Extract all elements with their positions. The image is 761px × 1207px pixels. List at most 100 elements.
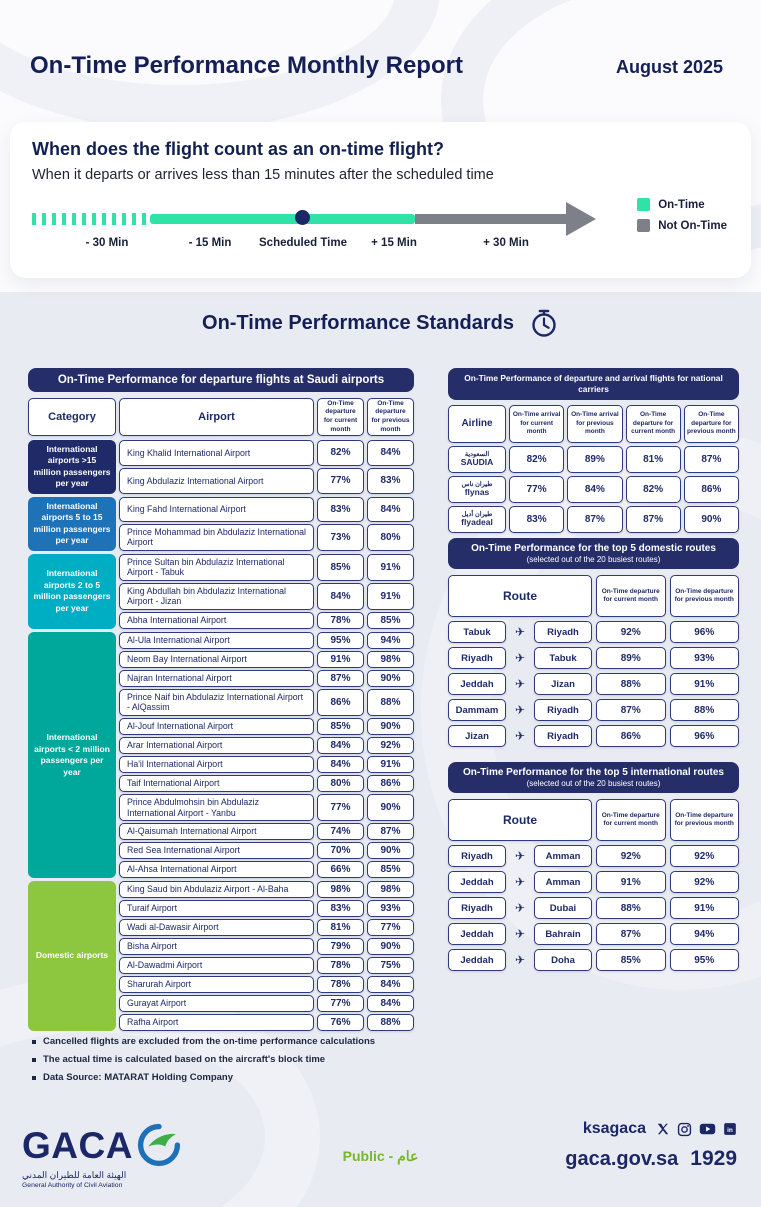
definition-answer: When it departs or arrives less than 15 … [32,167,494,183]
clock-icon [532,309,556,337]
destination-city: Bahrain [534,923,592,945]
ontime-value: 82% [625,475,681,503]
page-title: On-Time Performance Monthly Report [30,52,463,79]
legend-item: On-Time [637,198,727,211]
airport-row: Prince Naif bin Abdulaziz International … [119,688,414,717]
current-month-value: 73% [317,523,364,551]
previous-month-value: 90% [367,669,414,687]
current-month-value: 77% [317,794,364,822]
category-rows: King Saud bin Abdulaziz Airport - Al-Bah… [119,881,414,1032]
airline-column-header: Airline [448,404,506,443]
route-column-header: Route [448,799,592,841]
current-month-value: 87% [596,923,666,945]
table-title: On-Time Performance for the top 5 intern… [463,767,724,778]
current-month-value: 80% [317,775,364,793]
route-row: Riyadh ✈ Amman 92% 92% [448,845,739,867]
plane-icon: ✈ [514,677,526,691]
gaca-wordmark: GACA [22,1124,133,1166]
website-row: gaca.gov.sa 1929 [565,1147,737,1171]
route-row: Jizan ✈ Riyadh 86% 96% [448,725,739,747]
timeline-label: - 30 Min [85,237,129,249]
previous-month-value: 94% [367,631,414,649]
origin-city: Riyadh [448,897,506,919]
airline-name: flynas [464,487,490,498]
airport-row: Ha'il International Airport 84% 91% [119,756,414,774]
ontime-value: 82% [509,445,565,473]
airport-name: Prince Mohammad bin Abdulaziz Internatio… [119,523,314,551]
ontime-value: 87% [625,505,681,533]
column-header: On-Time departure for previous month [367,398,414,436]
ontime-timeline: - 30 Min - 15 Min Scheduled Time + 15 Min + … [32,196,729,262]
plane-icon: ✈ [514,625,526,639]
previous-month-value: 86% [367,775,414,793]
legend-swatch [637,198,651,211]
current-month-value: 88% [596,673,666,695]
report-month: August 2025 [615,57,723,77]
org-name-arabic: الهيئة العامة للطيران المدني [22,1170,127,1180]
current-month-value: 85% [596,949,666,971]
column-header: On-Time arrival for previous month [567,404,623,443]
timeline-label: + 30 Min [483,237,529,249]
ontime-value: 89% [567,445,623,473]
airports-performance-table: On-Time Performance for departure flight… [28,368,414,1034]
airport-row: Prince Sultan bin Abdulaziz Internationa… [119,553,414,581]
airport-name: Abha International Airport [119,611,314,629]
previous-month-value: 90% [367,718,414,736]
previous-month-value: 91% [669,897,739,919]
airport-name: Prince Naif bin Abdulaziz International … [119,688,314,717]
previous-month-value: 83% [367,467,414,494]
previous-month-value: 91% [367,553,414,581]
airport-name: King Abdulaziz International Airport [119,467,314,494]
social-handle[interactable]: ksagaca [582,1120,646,1137]
airline-name-arabic: طيران أديل [461,510,493,518]
origin-city: Riyadh [448,647,506,669]
airport-row: Abha International Airport 78% 85% [119,611,414,629]
airport-row: Al-Dawadmi Airport 78% 75% [119,957,414,975]
domestic-routes-header: Route On-Time departure for current mont… [448,575,739,617]
airport-row: Al-Ahsa International Airport 66% 85% [119,861,414,879]
airport-row: Wadi al-Dawasir Airport 81% 77% [119,919,414,937]
previous-month-value: 92% [367,737,414,755]
international-routes-body: Riyadh ✈ Amman 92% 92% Jeddah ✈ Amman 91% 92% Riya… [448,845,739,971]
timeline-dashed-segment [32,213,150,225]
previous-month-value: 88% [367,1014,414,1032]
svg-text:in: in [727,1127,733,1134]
previous-month-value: 75% [367,957,414,975]
current-month-value: 78% [317,611,364,629]
carrier-row: السعودية SAUDIA 82% 89% 81% 87% [448,445,739,473]
airport-name: Najran International Airport [119,669,314,687]
instagram-icon[interactable] [677,1122,692,1137]
origin-city: Riyadh [448,845,506,867]
previous-month-value: 91% [367,582,414,610]
airport-category-group: International airports 5 to 15 million p… [28,496,414,551]
destination-city: Riyadh [534,699,592,721]
x-icon[interactable] [656,1122,670,1136]
carriers-body: السعودية SAUDIA 82% 89% 81% 87% طيران ناس flyna… [448,445,739,533]
previous-month-value: 98% [367,650,414,668]
airport-row: King Abdullah bin Abdulaziz Internationa… [119,582,414,610]
classification-label: Public - عام [342,1148,419,1164]
carrier-row: طيران أديل flyadeal 83% 87% 87% 90% [448,505,739,533]
footnote: Data Source: MATARAT Holding Company [32,1072,375,1083]
footnote: Cancelled flights are excluded from the … [32,1036,375,1047]
timeline-label: + 15 Min [371,237,417,249]
airport-name: Al-Jouf International Airport [119,718,314,736]
origin-city: Jeddah [448,673,506,695]
airport-row: Rafha Airport 76% 88% [119,1014,414,1032]
origin-city: Jizan [448,725,506,747]
current-month-value: 88% [596,897,666,919]
page-footer: GACA الهيئة العامة للطيران المدني Genera… [0,1112,761,1207]
website-link[interactable]: gaca.gov.sa [565,1148,679,1170]
column-header: On-Time departure for current month [596,799,666,841]
origin-city: Tabuk [448,621,506,643]
origin-city: Dammam [448,699,506,721]
airport-row: Red Sea International Airport 70% 90% [119,842,414,860]
category-label: Domestic airports [28,881,116,1032]
destination-city: Amman [534,845,592,867]
current-month-value: 92% [596,621,666,643]
linkedin-icon[interactable]: in [723,1122,737,1136]
category-label: International airports 5 to 15 million p… [28,496,116,551]
carriers-table-title: On-Time Performance of departure and arr… [448,368,739,400]
youtube-icon[interactable] [699,1122,716,1136]
plane-icon: ✈ [514,849,526,863]
